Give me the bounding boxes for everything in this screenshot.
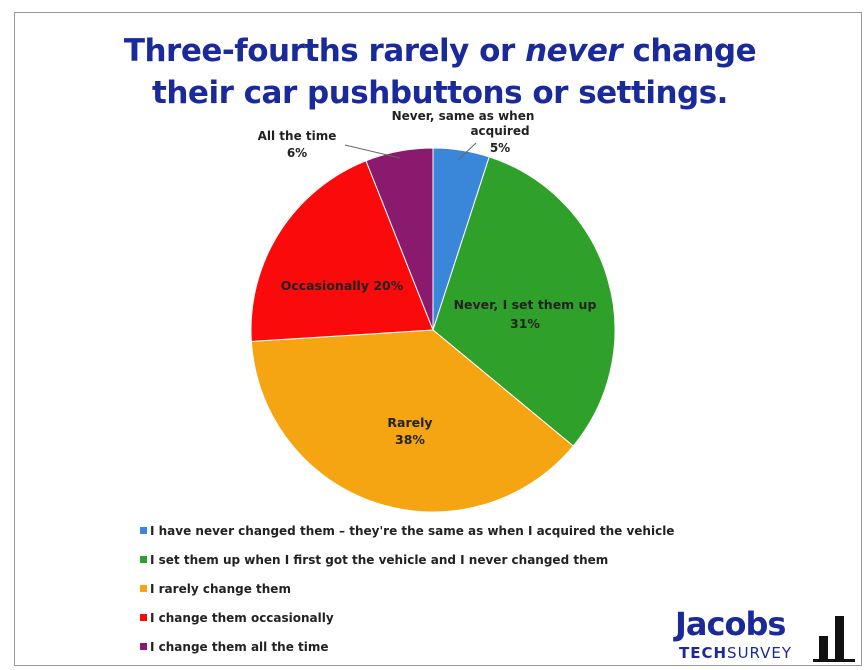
- legend-swatch: [140, 643, 147, 650]
- legend-item: I set them up when I first got the vehic…: [140, 545, 674, 574]
- data-label-all_time-1: 6%: [287, 146, 307, 160]
- legend-item: I change them all the time: [140, 632, 674, 661]
- data-label-occasionally-0: Occasionally 20%: [281, 278, 404, 293]
- data-label-never_set-1: 31%: [510, 316, 540, 331]
- title-line-1: Three-fourths rarely or never change: [80, 30, 800, 72]
- bar-chart-icon: [813, 616, 855, 662]
- data-label-never_same-1: acquired: [470, 124, 529, 138]
- logo-sub-rest: SURVEY: [727, 644, 793, 662]
- pie-slice-rarely: [250, 329, 574, 513]
- pie-slice-never_set: [432, 156, 616, 447]
- data-label-never_set-0: Never, I set them up: [454, 297, 597, 312]
- logo-wordmark: Jacobs: [675, 605, 786, 643]
- pie-slice-occasionally: [250, 160, 434, 342]
- logo-subtitle: TECHSURVEY: [679, 644, 792, 662]
- legend-swatch: [140, 614, 147, 621]
- chart-frame: [14, 12, 862, 666]
- title-text-2: change: [622, 33, 757, 69]
- legend-item: I rarely change them: [140, 574, 674, 603]
- legend-swatch: [140, 585, 147, 592]
- leader-line-all_time: [344, 144, 401, 159]
- chart-legend: I have never changed them – they're the …: [140, 516, 674, 661]
- legend-label: I have never changed them – they're the …: [150, 523, 675, 538]
- legend-label: I change them occasionally: [150, 610, 334, 625]
- data-label-rarely-1: 38%: [395, 432, 425, 447]
- legend-label: I change them all the time: [150, 639, 329, 654]
- data-label-never_same-0: Never, same as when: [392, 109, 535, 123]
- leader-line-never_same: [457, 142, 477, 161]
- logo-sub-bold: TECH: [679, 644, 728, 662]
- jacobs-techsurvey-logo: Jacobs TECHSURVEY: [675, 606, 855, 662]
- legend-item: I change them occasionally: [140, 603, 674, 632]
- title-line-2: their car pushbuttons or settings.: [152, 75, 728, 111]
- legend-item: I have never changed them – they're the …: [140, 516, 674, 545]
- chart-title: Three-fourths rarely or never change the…: [80, 30, 800, 114]
- legend-swatch: [140, 556, 147, 563]
- legend-label: I set them up when I first got the vehic…: [150, 552, 609, 567]
- data-label-all_time-0: All the time: [258, 129, 337, 143]
- pie-slice-all_time: [365, 147, 434, 331]
- legend-label: I rarely change them: [150, 581, 291, 596]
- data-label-rarely-0: Rarely: [387, 415, 432, 430]
- data-label-never_same-2: 5%: [490, 141, 510, 155]
- title-text-1: Three-fourths rarely or: [123, 33, 526, 69]
- legend-swatch: [140, 527, 147, 534]
- title-emphasis: never: [525, 33, 623, 69]
